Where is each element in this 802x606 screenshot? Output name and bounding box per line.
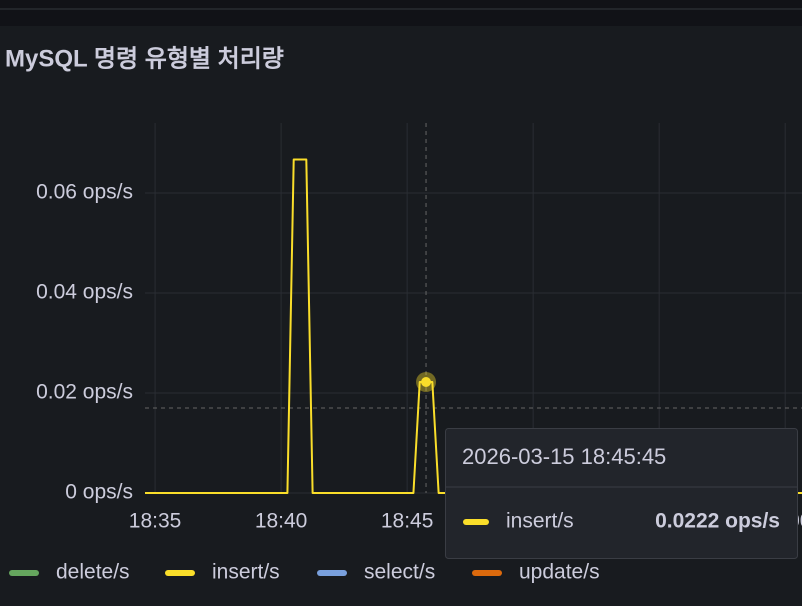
series-line bbox=[145, 158, 802, 494]
y-tick-label: 0 ops/s bbox=[65, 481, 133, 504]
tooltip-time: 2026-03-15 18:45:45 bbox=[462, 444, 666, 469]
x-tick-label: 18:35 bbox=[129, 510, 182, 533]
legend: delete/s insert/s select/s update/s bbox=[9, 561, 600, 584]
legend-label[interactable]: delete/s bbox=[56, 561, 130, 584]
tooltip-box bbox=[445, 428, 798, 559]
tooltip-series: insert/s bbox=[506, 510, 574, 533]
x-tick-label: 18:40 bbox=[255, 510, 308, 533]
y-tick-label: 0.02 ops/s bbox=[36, 381, 133, 404]
tooltip-value: 0.0222 ops/s bbox=[655, 510, 780, 533]
legend-label[interactable]: update/s bbox=[519, 561, 600, 584]
tooltip: 2026-03-15 18:45:45 insert/s 0.0222 ops/s bbox=[445, 428, 798, 559]
panel-title: MySQL 명령 유형별 처리량 bbox=[5, 45, 284, 72]
y-tick-label: 0.06 ops/s bbox=[36, 181, 133, 204]
legend-label[interactable]: insert/s bbox=[212, 561, 280, 584]
hover-point bbox=[421, 377, 432, 387]
top-bar bbox=[0, 10, 802, 26]
top-strip bbox=[0, 0, 802, 8]
x-tick-label: 18:45 bbox=[381, 510, 434, 533]
legend-label[interactable]: select/s bbox=[364, 561, 435, 584]
y-tick-label: 0.04 ops/s bbox=[36, 281, 133, 304]
